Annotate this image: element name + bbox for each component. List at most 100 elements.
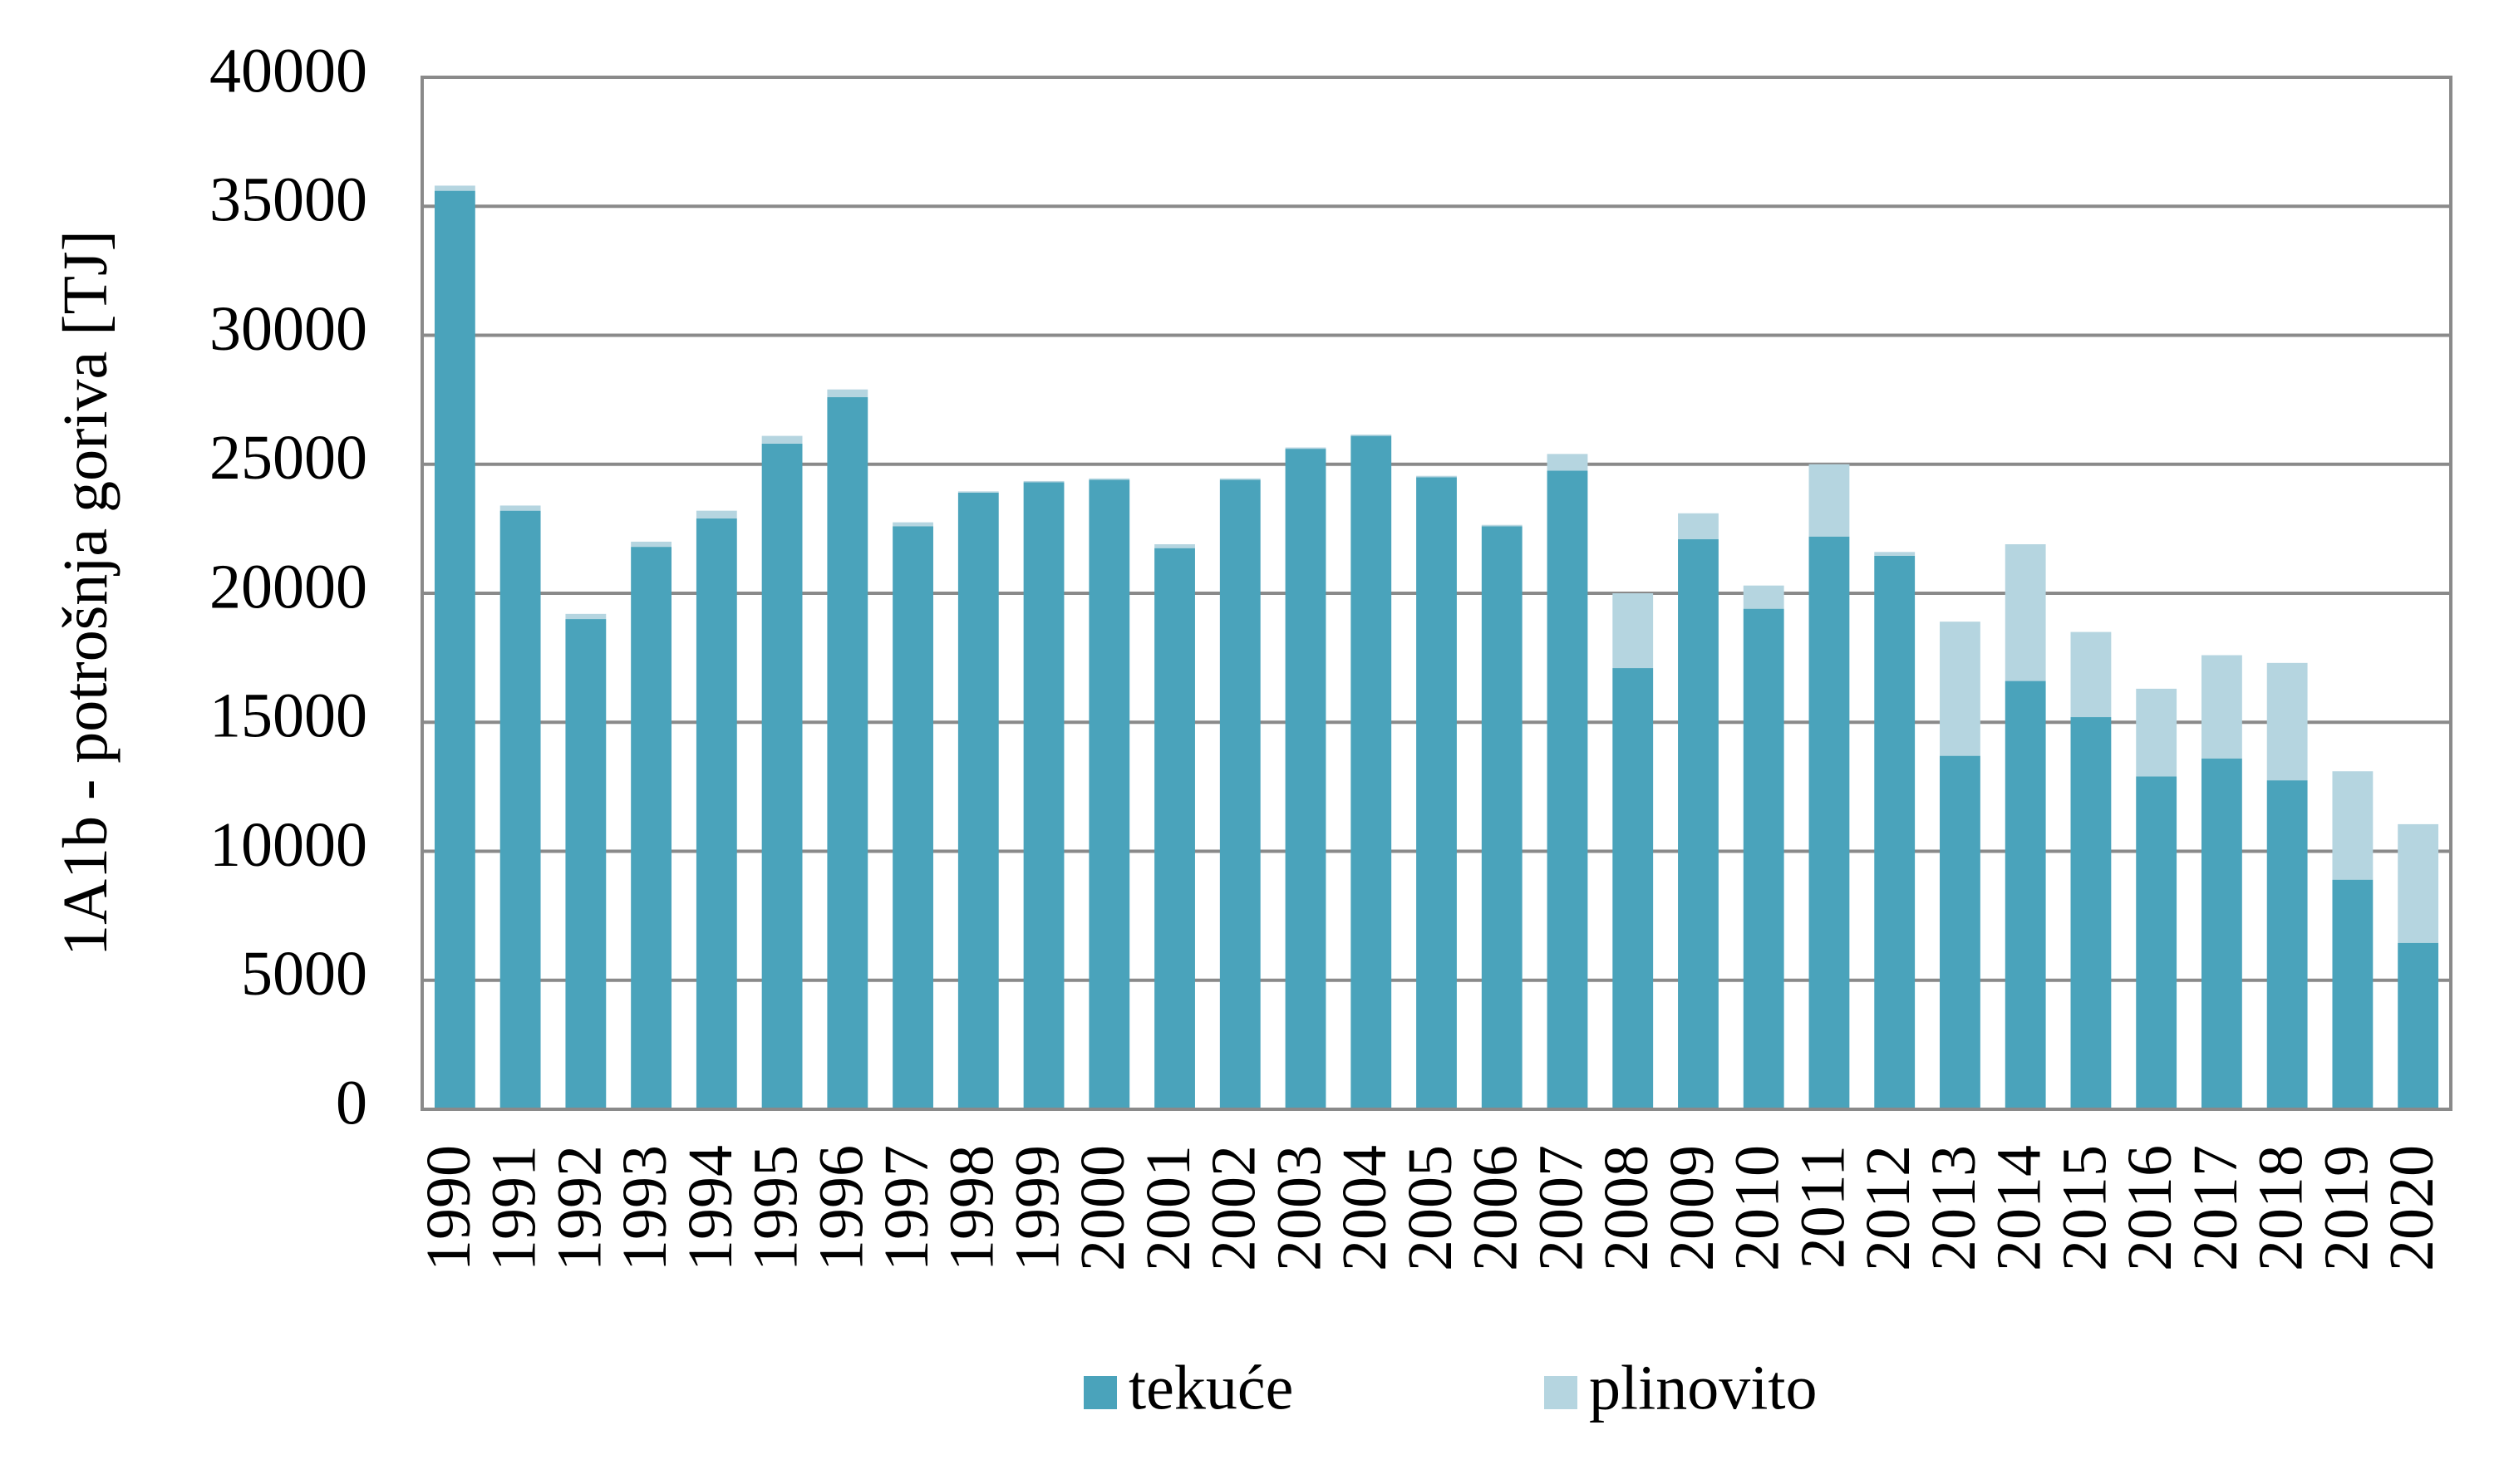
- bar-segment: [1612, 668, 1654, 1109]
- bar-segment: [499, 505, 541, 511]
- bar-segment: [1874, 552, 1916, 556]
- bar-segment: [1940, 622, 1980, 756]
- x-tick-label: 1999: [1002, 1145, 1072, 1271]
- x-tick-label: 1993: [610, 1145, 680, 1271]
- bar-segment: [2332, 771, 2374, 880]
- bar-segment: [893, 526, 933, 1109]
- legend-swatch: [1084, 1376, 1117, 1409]
- bar-segment: [2201, 758, 2242, 1109]
- x-tick-label: 1991: [480, 1145, 549, 1271]
- x-tick-label: 2005: [1395, 1145, 1465, 1271]
- x-tick-label: 2008: [1591, 1145, 1661, 1271]
- bar-segment: [565, 613, 607, 620]
- bar-segment: [1481, 526, 1523, 1109]
- bar-segment: [499, 510, 541, 1109]
- x-tick-label: 2003: [1264, 1145, 1334, 1271]
- bar-segment: [1940, 755, 1980, 1109]
- bar-segment: [1350, 435, 1392, 1109]
- bar-segment: [1874, 555, 1916, 1109]
- bar-segment: [1612, 593, 1654, 669]
- bar-segment: [957, 491, 999, 493]
- y-tick-label: 15000: [209, 681, 367, 751]
- bar-segment: [827, 397, 868, 1109]
- bar-segment: [2070, 631, 2112, 718]
- bar-segment: [696, 518, 737, 1109]
- x-tick-label: 2002: [1199, 1145, 1269, 1271]
- bar-segment: [1350, 435, 1392, 436]
- bar-segment: [1547, 454, 1588, 471]
- x-tick-label: 2017: [2181, 1145, 2251, 1271]
- bar-segment: [827, 389, 868, 398]
- bar-segment: [1285, 447, 1326, 450]
- bar-segment: [565, 619, 607, 1109]
- bar-segment: [1154, 544, 1195, 548]
- x-tick-label: 1994: [676, 1145, 745, 1271]
- bar-segment: [2266, 662, 2308, 781]
- y-tick-label: 30000: [209, 294, 367, 364]
- x-tick-label: 2016: [2115, 1145, 2185, 1271]
- bar-segment: [1089, 479, 1130, 1109]
- x-tick-label: 2006: [1461, 1145, 1531, 1271]
- legend-label: tekuće: [1129, 1353, 1293, 1423]
- bar-segment: [2266, 780, 2308, 1109]
- x-tick-label: 2000: [1068, 1145, 1138, 1271]
- x-tick-label: 2019: [2311, 1145, 2381, 1271]
- bar-segment: [893, 522, 933, 527]
- x-tick-label: 2011: [1788, 1145, 1857, 1269]
- bar-segment: [761, 435, 803, 444]
- x-tick-label: 2010: [1723, 1145, 1793, 1271]
- bar-segment: [1023, 480, 1065, 483]
- x-tick-label: 2004: [1330, 1145, 1400, 1271]
- bar-segment: [2201, 655, 2242, 759]
- bar-segment: [2136, 688, 2177, 777]
- x-tick-label: 2018: [2246, 1145, 2316, 1271]
- bar-segment: [1678, 513, 1719, 539]
- bar-segment: [2005, 681, 2046, 1109]
- bar-segment: [631, 547, 672, 1109]
- y-tick-label: 35000: [209, 165, 367, 235]
- bar-segment: [1547, 470, 1588, 1109]
- bar-segment: [1808, 464, 1850, 537]
- bar-segment: [1416, 477, 1457, 1109]
- x-tick-label: 2015: [2049, 1145, 2119, 1271]
- bar-segment: [2332, 879, 2374, 1109]
- x-tick-label: 2013: [1919, 1145, 1989, 1271]
- x-tick-label: 2001: [1134, 1145, 1203, 1271]
- bar-segment: [2136, 776, 2177, 1109]
- bar-segment: [1743, 608, 1784, 1109]
- bar-segment: [434, 190, 475, 1109]
- bar-segment: [1678, 538, 1719, 1109]
- y-tick-label: 25000: [209, 423, 367, 493]
- bar-segment: [1743, 585, 1784, 609]
- bar-segment: [1481, 524, 1523, 527]
- bar-segment: [1416, 475, 1457, 478]
- x-tick-label: 2012: [1853, 1145, 1923, 1271]
- bar-segment: [2005, 544, 2046, 681]
- bar-segment: [1808, 536, 1850, 1109]
- x-tick-label: 1996: [806, 1145, 876, 1271]
- x-tick-label: 2020: [2377, 1145, 2447, 1271]
- y-tick-label: 40000: [209, 36, 367, 106]
- bar-segment: [1154, 548, 1195, 1109]
- legend-label: plinovito: [1589, 1353, 1817, 1423]
- x-tick-label: 1998: [937, 1145, 1007, 1271]
- legend-swatch: [1544, 1376, 1577, 1409]
- bar-segment: [696, 510, 737, 518]
- bar-segment: [2398, 942, 2439, 1109]
- x-tick-label: 1992: [544, 1145, 614, 1271]
- x-tick-label: 2007: [1526, 1145, 1596, 1271]
- y-tick-label: 10000: [209, 810, 367, 880]
- y-tick-label: 5000: [241, 939, 367, 1009]
- bar-segment: [1089, 478, 1130, 480]
- bar-segment: [434, 185, 475, 191]
- bar-segment: [631, 541, 672, 548]
- y-tick-label: 20000: [209, 552, 367, 622]
- bar-segment: [1023, 482, 1065, 1109]
- y-axis-label: 1A1b - potrošnja goriva [TJ]: [51, 230, 121, 956]
- bar-segment: [1219, 478, 1261, 480]
- x-tick-label: 1995: [741, 1145, 811, 1271]
- bar-segment: [2070, 717, 2112, 1109]
- bar-segment: [2398, 823, 2439, 943]
- y-tick-label: 0: [336, 1068, 367, 1138]
